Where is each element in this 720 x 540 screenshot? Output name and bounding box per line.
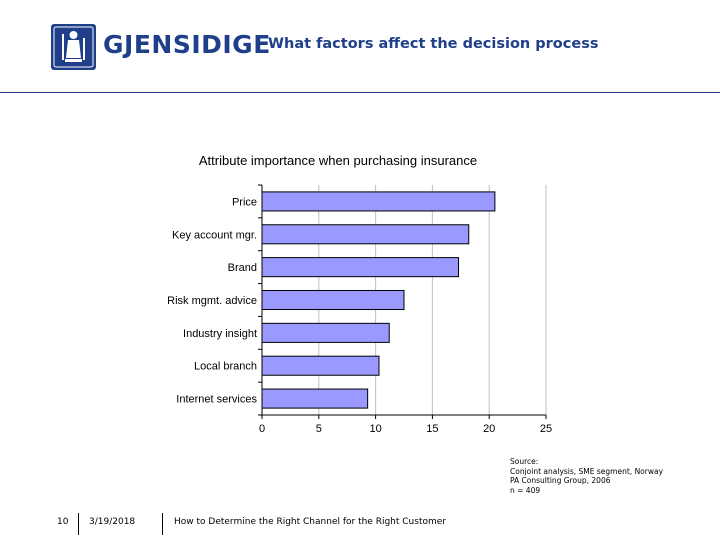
x-tick-label: 25 xyxy=(540,423,552,435)
x-tick-labels: 0 5 10 15 20 25 xyxy=(259,423,552,435)
page-number: 10 xyxy=(57,517,69,527)
x-tick-label: 10 xyxy=(369,423,381,435)
category-label: Brand xyxy=(228,262,257,274)
category-label: Local branch xyxy=(194,361,257,373)
bar xyxy=(261,224,470,245)
x-tick-label: 0 xyxy=(259,423,265,435)
x-tick-label: 20 xyxy=(483,423,495,435)
bar xyxy=(261,355,380,376)
bar xyxy=(261,257,460,278)
chart-title: Attribute importance when purchasing ins… xyxy=(199,153,477,168)
bar xyxy=(261,388,369,409)
source-line: Source: xyxy=(510,457,539,466)
category-label: Key account mgr. xyxy=(172,229,257,241)
footer-text: How to Determine the Right Channel for t… xyxy=(174,517,446,527)
category-label: Internet services xyxy=(176,394,257,406)
footer-divider xyxy=(78,513,79,535)
footer-divider xyxy=(162,513,163,535)
bar xyxy=(261,322,390,343)
footer-date: 3/19/2018 xyxy=(89,517,136,527)
source-note: Source: Conjoint analysis, SME segment, … xyxy=(510,457,663,495)
bars xyxy=(261,191,496,409)
category-label: Risk mgmt. advice xyxy=(167,295,257,307)
brand-wordmark: GJENSIDIGE xyxy=(103,30,271,59)
source-line: PA Consulting Group, 2006 xyxy=(510,476,611,485)
bar xyxy=(261,289,405,311)
axes xyxy=(258,184,547,419)
category-label: Price xyxy=(232,196,257,208)
x-tick-label: 15 xyxy=(426,423,438,435)
x-tick-label: 5 xyxy=(316,423,322,435)
source-line: Conjoint analysis, SME segment, Norway xyxy=(510,466,664,476)
category-label: Industry insight xyxy=(183,328,257,340)
slide-title: What factors affect the decision process xyxy=(268,36,599,52)
gjensidige-logo-icon xyxy=(51,24,96,70)
source-line: n = 409 xyxy=(510,485,541,495)
category-labels: Price Key account mgr. Brand Risk mgmt. adv… xyxy=(167,196,257,405)
bar xyxy=(261,191,496,212)
header-divider xyxy=(0,92,720,93)
